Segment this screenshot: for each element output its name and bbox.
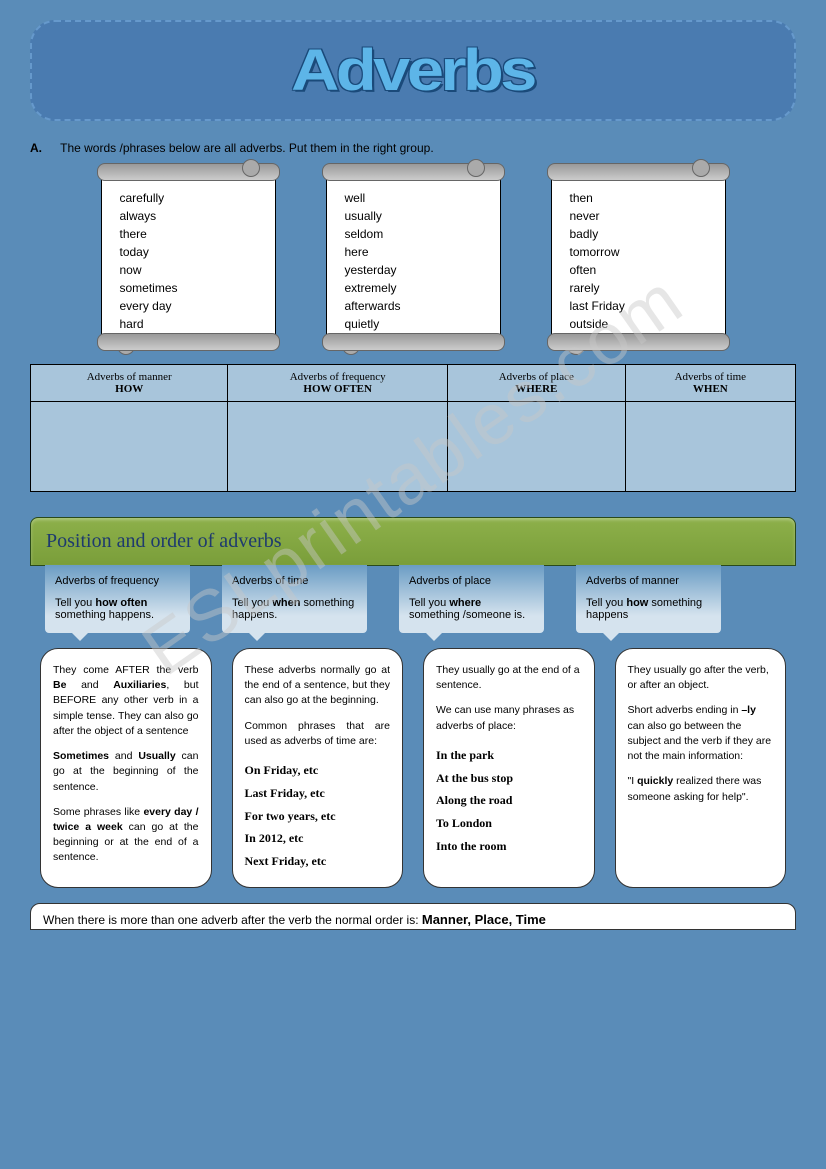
adverb-tab: Adverbs of placeTell you where something…	[399, 565, 544, 633]
page-title: Adverbs	[292, 37, 535, 104]
word-item: quietly	[345, 315, 490, 333]
word-item: rarely	[570, 279, 715, 297]
detail-place: They usually go at the end of a sentence…	[423, 648, 595, 888]
word-item: every day	[120, 297, 265, 315]
footer-note: When there is more than one adverb after…	[30, 903, 796, 930]
word-item: always	[120, 207, 265, 225]
word-item: hard	[120, 315, 265, 333]
table-header: Adverbs of frequencyHOW OFTEN	[228, 365, 448, 402]
cell-place[interactable]	[447, 402, 625, 492]
adverb-tab: Adverbs of mannerTell you how something …	[576, 565, 721, 633]
tabs-row: Adverbs of frequencyTell you how often s…	[30, 565, 796, 633]
section-header: Position and order of adverbs	[30, 517, 796, 566]
word-item: well	[345, 189, 490, 207]
word-item: outside	[570, 315, 715, 333]
word-item: then	[570, 189, 715, 207]
exercise-text: The words /phrases below are all adverbs…	[60, 141, 434, 155]
table-header: Adverbs of mannerHOW	[31, 365, 228, 402]
details-row: They come AFTER the verb Be and Auxiliar…	[30, 648, 796, 888]
word-item: never	[570, 207, 715, 225]
word-item: extremely	[345, 279, 490, 297]
word-item: there	[120, 225, 265, 243]
cell-manner[interactable]	[31, 402, 228, 492]
word-item: sometimes	[120, 279, 265, 297]
cell-time[interactable]	[625, 402, 795, 492]
word-item: tomorrow	[570, 243, 715, 261]
word-item: today	[120, 243, 265, 261]
table-header: Adverbs of placeWHERE	[447, 365, 625, 402]
adverb-tab: Adverbs of timeTell you when something h…	[222, 565, 367, 633]
scroll-1: carefullyalwaystheretodaynowsometimeseve…	[101, 170, 276, 344]
word-item: seldom	[345, 225, 490, 243]
word-item: carefully	[120, 189, 265, 207]
word-scrolls-row: carefullyalwaystheretodaynowsometimeseve…	[30, 170, 796, 344]
detail-time: These adverbs normally go at the end of …	[232, 648, 404, 888]
scroll-2: wellusuallyseldomhereyesterdayextremelya…	[326, 170, 501, 344]
categories-table: Adverbs of mannerHOWAdverbs of frequency…	[30, 364, 796, 492]
scroll-3: thenneverbadlytomorrowoftenrarelylast Fr…	[551, 170, 726, 344]
exercise-letter: A.	[30, 141, 42, 155]
word-item: often	[570, 261, 715, 279]
word-item: yesterday	[345, 261, 490, 279]
cell-frequency[interactable]	[228, 402, 448, 492]
word-item: now	[120, 261, 265, 279]
word-item: afterwards	[345, 297, 490, 315]
adverb-tab: Adverbs of frequencyTell you how often s…	[45, 565, 190, 633]
word-item: usually	[345, 207, 490, 225]
word-item: badly	[570, 225, 715, 243]
word-item: last Friday	[570, 297, 715, 315]
table-header: Adverbs of timeWHEN	[625, 365, 795, 402]
exercise-instruction: A. The words /phrases below are all adve…	[30, 141, 796, 155]
word-item: here	[345, 243, 490, 261]
title-banner: Adverbs	[30, 20, 796, 121]
detail-frequency: They come AFTER the verb Be and Auxiliar…	[40, 648, 212, 888]
detail-manner: They usually go after the verb, or after…	[615, 648, 787, 888]
